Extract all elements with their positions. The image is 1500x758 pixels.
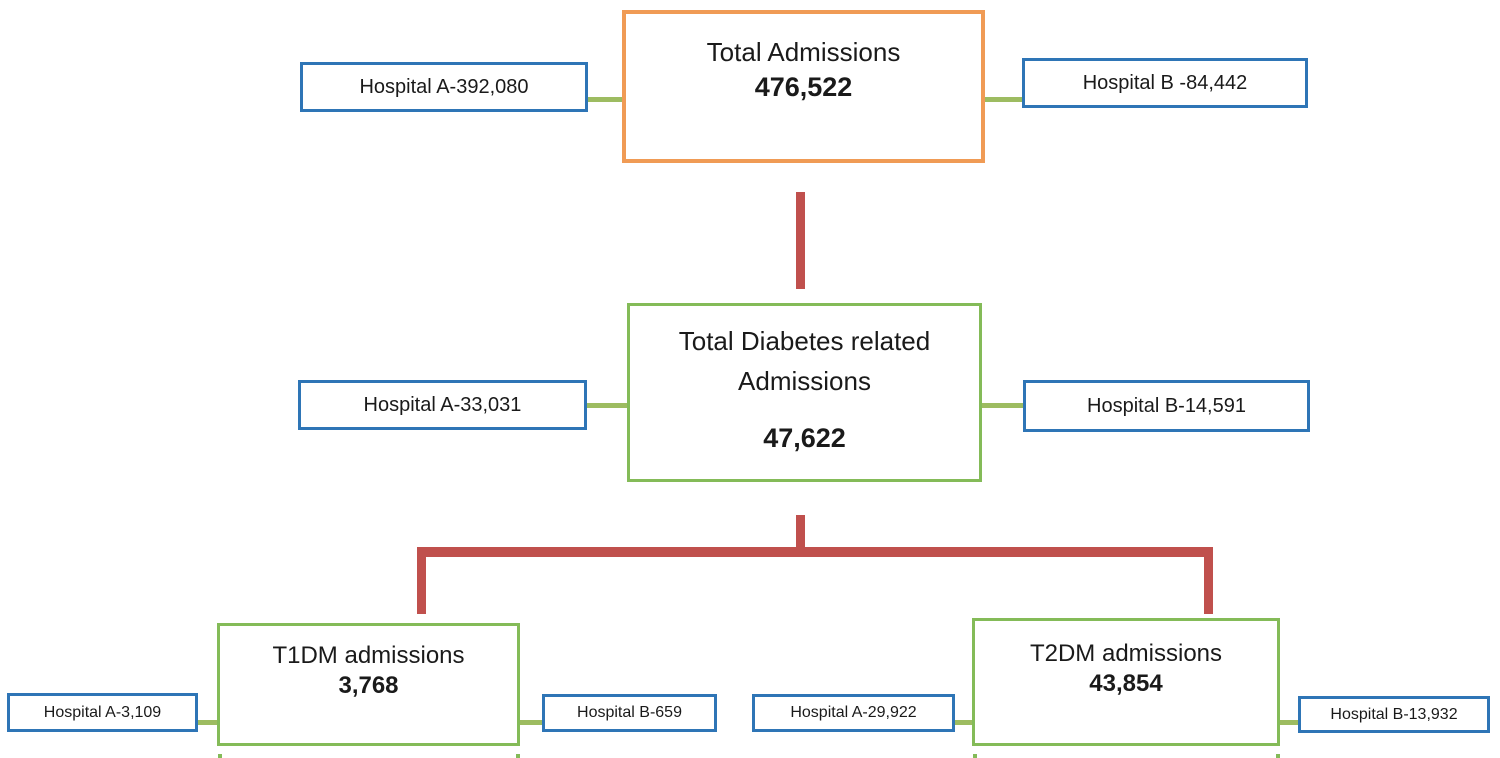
hospital-a-t1dm-label: Hospital A-3,109 — [43, 703, 162, 721]
connector-diabA-to-diabetes — [587, 403, 627, 408]
t2dm-admissions-box: T2DM admissions 43,854 — [972, 618, 1280, 746]
total-admissions-box: Total Admissions 476,522 — [622, 10, 985, 163]
cropped-shape-stub — [218, 754, 222, 758]
diabetes-value: 47,622 — [763, 423, 846, 453]
hospital-b-diabetes-box: Hospital B-14,591 — [1023, 380, 1310, 432]
connector-t2A-to-t2dm — [955, 720, 972, 725]
connector-diabetes-to-diabB — [981, 403, 1023, 408]
connector-t1dm-to-t1B — [519, 720, 542, 725]
connector-total-to-diabetes — [796, 192, 805, 289]
hospital-b-t1dm-box: Hospital B-659 — [542, 694, 717, 732]
hospital-b-diabetes-label: Hospital B-14,591 — [1087, 394, 1246, 417]
hospital-b-t2dm-label: Hospital B-13,932 — [1330, 705, 1458, 723]
connector-t2dm-to-t2B — [1279, 720, 1298, 725]
connector-total-to-totalB — [984, 97, 1022, 102]
hospital-b-t2dm-box: Hospital B-13,932 — [1298, 696, 1490, 733]
t1dm-admissions-box: T1DM admissions 3,768 — [217, 623, 520, 746]
t2dm-label: T2DM admissions — [1029, 640, 1223, 667]
hospital-b-t1dm-label: Hospital B-659 — [577, 704, 682, 721]
hospital-a-diabetes-box: Hospital A-33,031 — [298, 380, 587, 430]
connector-diabetes-stem — [796, 515, 805, 549]
connector-t1A-to-t1dm — [198, 720, 217, 725]
hospital-b-total-label: Hospital B -84,442 — [1082, 71, 1248, 94]
diabetes-label-line2: Admissions — [738, 366, 871, 396]
t1dm-value: 3,768 — [338, 672, 399, 699]
total-admissions-value: 476,522 — [754, 72, 853, 102]
cropped-shape-stub — [516, 754, 520, 758]
hospital-b-total-box: Hospital B -84,442 — [1022, 58, 1308, 108]
t1dm-label: T1DM admissions — [272, 642, 465, 669]
hospital-a-t2dm-box: Hospital A-29,922 — [752, 694, 955, 732]
cropped-shape-stub — [973, 754, 977, 758]
hospital-a-t1dm-box: Hospital A-3,109 — [7, 693, 198, 732]
diabetes-label-line1: Total Diabetes related — [678, 326, 931, 356]
hospital-a-total-label: Hospital A-392,080 — [359, 75, 529, 98]
connector-totalA-to-total — [588, 97, 622, 102]
cropped-shape-stub — [1276, 754, 1280, 758]
hospital-a-diabetes-label: Hospital A-33,031 — [363, 393, 522, 416]
connector-branch-to-t2dm — [1204, 547, 1213, 614]
connector-branch-bar — [417, 547, 1213, 557]
total-admissions-label: Total Admissions — [706, 37, 901, 67]
hospital-a-t2dm-label: Hospital A-29,922 — [790, 704, 917, 721]
hospital-a-total-box: Hospital A-392,080 — [300, 62, 588, 112]
connector-branch-to-t1dm — [417, 547, 426, 614]
t2dm-value: 43,854 — [1089, 670, 1163, 697]
diabetes-admissions-box: Total Diabetes related Admissions 47,622 — [627, 303, 982, 482]
